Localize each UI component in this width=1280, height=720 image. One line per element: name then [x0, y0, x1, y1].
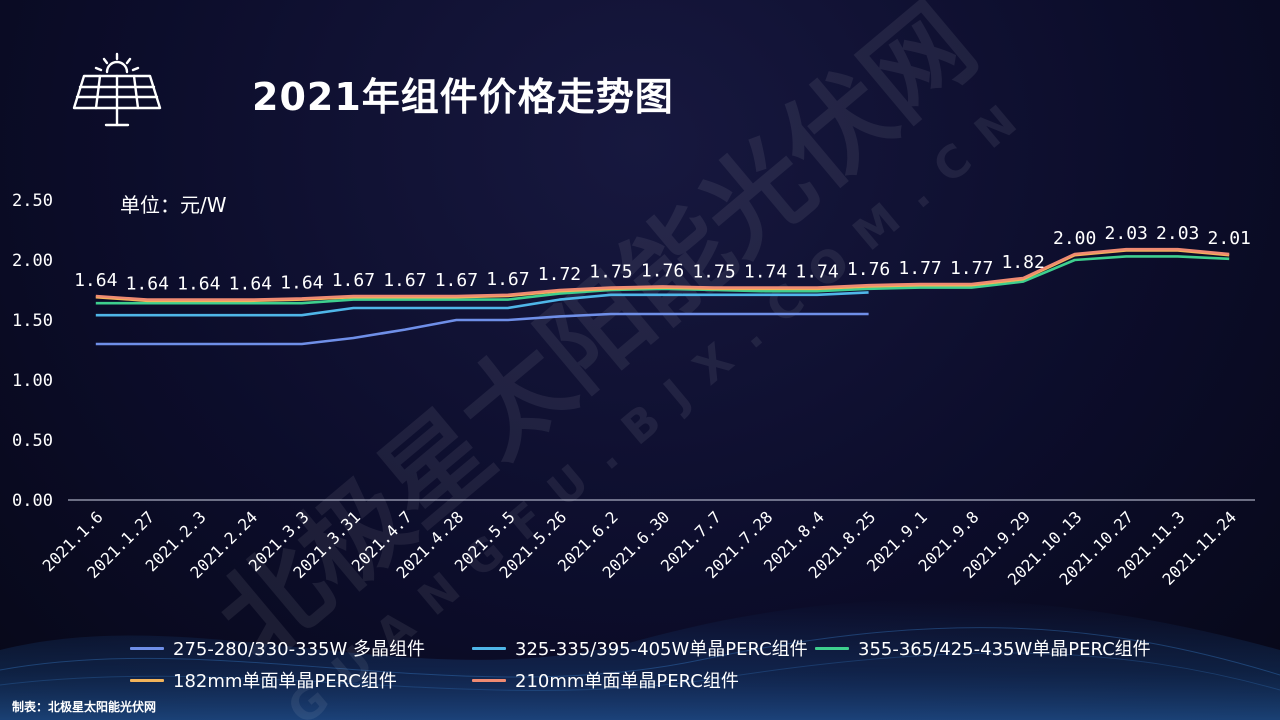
data-label: 1.67 — [332, 270, 375, 291]
data-label: 1.76 — [847, 259, 890, 280]
data-label: 1.67 — [383, 270, 426, 291]
background-wave-decoration — [0, 599, 1280, 720]
legend-swatch — [130, 678, 164, 682]
unit-label: 单位：元/W — [120, 193, 227, 217]
legend-swatch — [472, 678, 506, 682]
data-label: 1.74 — [795, 262, 838, 283]
data-label: 1.72 — [538, 264, 581, 285]
series-line-1 — [95, 312, 869, 346]
data-label: 2.03 — [1156, 223, 1199, 244]
data-label: 1.77 — [898, 258, 941, 279]
data-label: 2.03 — [1105, 223, 1148, 244]
data-label: 1.76 — [641, 260, 684, 281]
data-label: 1.64 — [229, 274, 272, 295]
y-tick-label: 0.50 — [12, 431, 53, 451]
source-note: 制表：北极星太阳能光伏网 — [12, 700, 157, 714]
data-label: 2.00 — [1053, 228, 1096, 249]
legend-swatch — [130, 646, 164, 650]
legend-label: 355-365/425-435W单晶PERC组件 — [858, 639, 1151, 660]
page-title: 2021年组件价格走势图 — [252, 75, 674, 119]
data-label: 1.64 — [126, 274, 169, 295]
data-label: 1.75 — [589, 262, 632, 283]
data-label: 1.75 — [692, 262, 735, 283]
legend-label: 182mm单面单晶PERC组件 — [173, 671, 397, 692]
legend-item: 275-280/330-335W 多晶组件 — [130, 635, 425, 661]
data-label: 1.74 — [744, 262, 787, 283]
y-tick-label: 0.00 — [12, 491, 53, 511]
y-tick-label: 1.50 — [12, 311, 53, 331]
legend-item: 325-335/395-405W单晶PERC组件 — [472, 635, 808, 661]
series-line-5 — [95, 247, 1230, 301]
legend-item: 210mm单面单晶PERC组件 — [472, 667, 739, 693]
data-label: 1.77 — [950, 258, 993, 279]
data-label: 1.67 — [486, 269, 529, 290]
legend-swatch — [472, 646, 506, 650]
legend-swatch — [815, 646, 849, 650]
legend-label: 275-280/330-335W 多晶组件 — [173, 639, 425, 660]
watermark-url: GUANGFU.BJX.COM.CN — [278, 82, 1043, 720]
y-tick-label: 2.00 — [12, 251, 53, 271]
data-label: 1.64 — [177, 274, 220, 295]
y-tick-label: 1.00 — [12, 371, 53, 391]
data-label: 1.64 — [280, 272, 323, 293]
legend-item: 182mm单面单晶PERC组件 — [130, 667, 397, 693]
y-tick-label: 2.50 — [12, 191, 53, 211]
legend-label: 210mm单面单晶PERC组件 — [515, 671, 739, 692]
data-label: 1.67 — [435, 270, 478, 291]
watermark: 北极星太阳能光伏网 GUANGFU.BJX.COM.CN — [196, 0, 1044, 720]
data-label: 2.01 — [1208, 228, 1251, 249]
series-line-2 — [95, 291, 869, 317]
data-label: 1.82 — [1001, 252, 1044, 273]
legend-label: 325-335/395-405W单晶PERC组件 — [515, 639, 808, 660]
chart-legend: 275-280/330-335W 多晶组件 325-335/395-405W单晶P… — [130, 635, 1230, 695]
solar-panel-icon — [72, 52, 162, 127]
legend-item: 355-365/425-435W单晶PERC组件 — [815, 635, 1151, 661]
data-label: 1.64 — [74, 270, 117, 291]
